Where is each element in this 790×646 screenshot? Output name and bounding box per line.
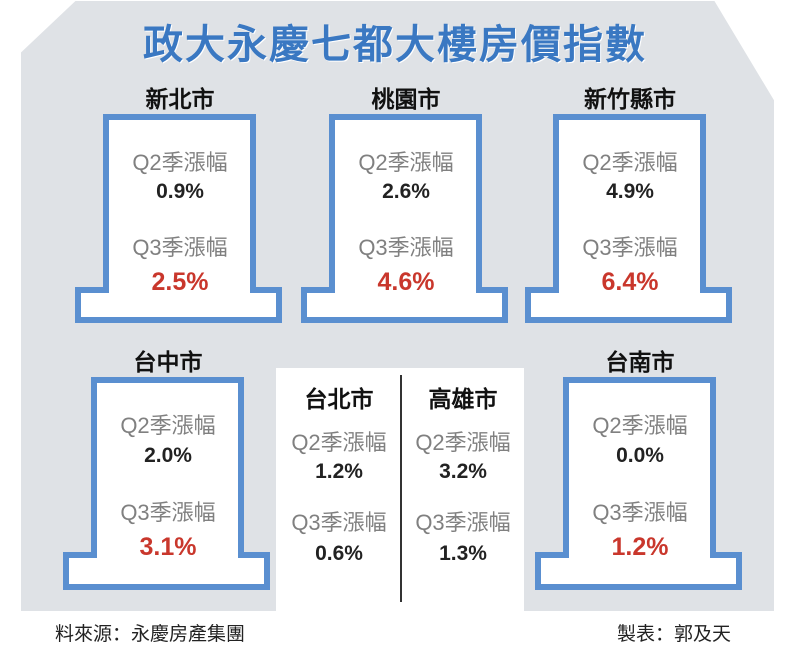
window-frame-xinbei: [75, 114, 282, 323]
door-frame-taichung: [63, 377, 270, 590]
q3-label-kaohsiung: Q3季漲幅: [415, 510, 511, 535]
q2-label-tainan: Q2季漲幅: [592, 413, 688, 438]
city-name-taipei: 台北市: [304, 386, 374, 412]
q3-value-taipei: 0.6%: [315, 542, 363, 565]
city-name-kaohsiung: 高雄市: [428, 386, 498, 412]
page-title: 政大永慶七都大樓房價指數: [143, 23, 647, 67]
q3-label-tainan: Q3季漲幅: [592, 500, 688, 525]
q3-label-taoyuan: Q3季漲幅: [358, 235, 454, 260]
q2-value-xinbei: 0.9%: [156, 180, 204, 203]
q2-label-kaohsiung: Q2季漲幅: [415, 430, 511, 455]
city-name-xinbei: 新北市: [145, 86, 215, 112]
credit-note: 製表：郭及天: [617, 624, 732, 645]
q3-label-taipei: Q3季漲幅: [291, 510, 387, 535]
city-name-hsinchu: 新竹縣市: [584, 86, 676, 112]
q3-label-xinbei: Q3季漲幅: [132, 235, 228, 260]
q2-value-tainan: 0.0%: [616, 444, 664, 467]
window-frame-taoyuan: [301, 114, 508, 323]
source-note: 料來源：永慶房產集團: [55, 624, 246, 645]
q2-label-taipei: Q2季漲幅: [291, 430, 387, 455]
q2-value-taichung: 2.0%: [144, 444, 192, 467]
q3-label-hsinchu: Q3季漲幅: [582, 235, 678, 260]
q2-label-xinbei: Q2季漲幅: [132, 150, 228, 175]
q2-value-kaohsiung: 3.2%: [439, 460, 487, 483]
q2-label-taoyuan: Q2季漲幅: [358, 150, 454, 175]
window-frame-hsinchu: [525, 114, 732, 323]
city-name-tainan: 台南市: [605, 349, 675, 375]
q2-label-hsinchu: Q2季漲幅: [582, 150, 678, 175]
q2-label-taichung: Q2季漲幅: [120, 413, 216, 438]
q3-value-taichung: 3.1%: [139, 533, 197, 561]
q3-value-taoyuan: 4.6%: [377, 268, 435, 296]
q3-value-xinbei: 2.5%: [151, 268, 209, 296]
q3-value-tainan: 1.2%: [611, 533, 669, 561]
q3-label-taichung: Q3季漲幅: [120, 500, 216, 525]
q2-value-taipei: 1.2%: [315, 460, 363, 483]
q2-value-hsinchu: 4.9%: [606, 180, 654, 203]
city-name-taoyuan: 桃園市: [371, 86, 441, 112]
city-name-taichung: 台中市: [133, 349, 203, 375]
q3-value-kaohsiung: 1.3%: [439, 542, 487, 565]
q2-value-taoyuan: 2.6%: [382, 180, 430, 203]
door-frame-tainan: [535, 377, 742, 590]
q3-value-hsinchu: 6.4%: [601, 268, 659, 296]
